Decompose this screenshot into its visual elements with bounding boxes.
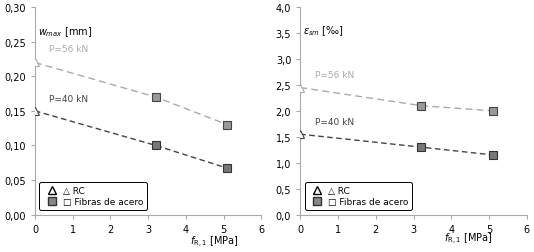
- Text: P=40 kN: P=40 kN: [49, 94, 89, 103]
- Text: $f_{\mathrm{R,1}}$ [MPa]: $f_{\mathrm{R,1}}$ [MPa]: [190, 234, 239, 249]
- Legend: △ RC, □ Fibras de acero: △ RC, □ Fibras de acero: [40, 182, 147, 210]
- Text: P=56 kN: P=56 kN: [49, 45, 89, 54]
- Text: $f_{\mathrm{R,1}}$ [MPa]: $f_{\mathrm{R,1}}$ [MPa]: [444, 231, 493, 246]
- Text: $\varepsilon_{sm}$ [‰]: $\varepsilon_{sm}$ [‰]: [303, 24, 344, 37]
- Text: P=40 kN: P=40 kN: [315, 118, 354, 127]
- Text: $w_{max}$ [mm]: $w_{max}$ [mm]: [38, 25, 92, 39]
- Text: P=56 kN: P=56 kN: [315, 71, 354, 79]
- Legend: △ RC, □ Fibras de acero: △ RC, □ Fibras de acero: [305, 182, 412, 210]
